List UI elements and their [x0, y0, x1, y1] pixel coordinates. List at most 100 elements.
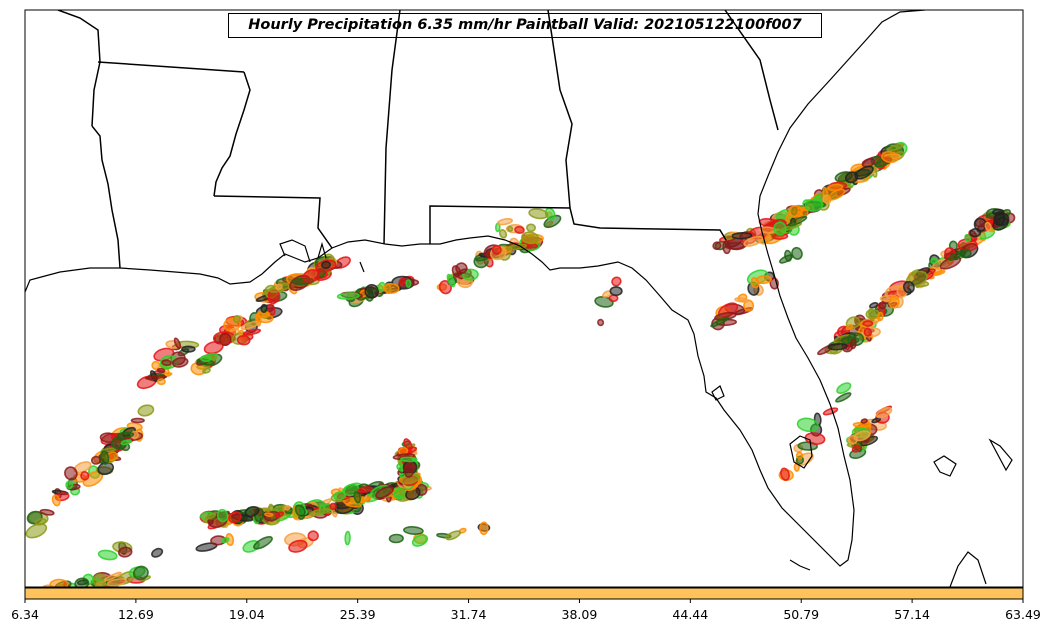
border-mississippi-river [57, 10, 251, 197]
precip-blob [804, 198, 824, 212]
precip-blob [731, 231, 753, 240]
precip-blob [947, 251, 964, 261]
precip-blob [151, 547, 164, 558]
precip-blob [411, 534, 429, 547]
cuba-coast [949, 551, 987, 587]
border-la-ms [213, 195, 333, 249]
precip-blob [49, 578, 69, 587]
precip-blob [795, 451, 804, 460]
precip-blob [104, 571, 122, 582]
precip-blob [329, 502, 337, 510]
precip-blob [216, 508, 229, 523]
precip-blob [156, 378, 166, 386]
precip-blob [260, 303, 268, 313]
precip-blob [288, 539, 308, 553]
tampa-bay [711, 385, 725, 401]
precip-blob [526, 223, 536, 233]
precip-blob [827, 188, 846, 201]
precip-blob [984, 221, 992, 232]
precip-blob [240, 320, 260, 331]
colorbar-ticks: 6.34 12.69 19.04 25.39 31.74 38.09 44.44 50.79 5… [11, 599, 1041, 622]
precip-blob [161, 359, 172, 367]
precip-blob [878, 301, 887, 310]
colorbar-tick-label: 57.14 [894, 607, 930, 622]
precip-blob [294, 504, 306, 518]
precip-blob [97, 549, 118, 561]
precip-blob [498, 229, 508, 239]
precip-blob [860, 418, 868, 424]
precip-blob [388, 533, 404, 544]
precip-blob [173, 337, 182, 350]
precip-blob [39, 508, 55, 516]
precip-blob [827, 342, 848, 351]
precip-blob [491, 244, 502, 255]
precip-blob [253, 536, 273, 550]
precip-blob [130, 417, 145, 424]
precip-blob [403, 526, 424, 535]
precip-blob [137, 404, 155, 417]
mobile-bay [317, 241, 327, 259]
precip-blob [964, 233, 972, 243]
colorbar-tick-label: 38.09 [562, 607, 598, 622]
precip-blob [307, 530, 319, 542]
lake-okeechobee [789, 435, 813, 469]
precip-blob [796, 417, 819, 433]
precip-blob [743, 235, 764, 247]
colorbar-tick-label: 6.34 [11, 607, 39, 622]
precip-blob [845, 324, 854, 331]
precip-blob [847, 434, 859, 445]
precip-blob [333, 491, 346, 501]
precip-blob [930, 257, 938, 265]
precip-blob [969, 227, 982, 238]
precip-blob [734, 297, 750, 303]
precip-blob [750, 276, 760, 289]
precip-blob [353, 491, 362, 504]
precip-blob [479, 521, 489, 536]
precip-blob [497, 217, 513, 226]
precip-blob [881, 150, 899, 164]
precip-blob [862, 320, 874, 327]
colorbar-tick-label: 31.74 [451, 607, 487, 622]
precip-blob [597, 318, 605, 327]
precipitation-paintball-layer [25, 141, 1016, 587]
colorbar [24, 587, 1024, 600]
precip-blob [106, 578, 127, 587]
precip-blob [507, 225, 514, 232]
precip-blob [232, 315, 241, 324]
precip-blob [875, 406, 893, 419]
state-borders [57, 10, 779, 269]
precip-blob [181, 345, 196, 353]
precip-blob [871, 417, 882, 424]
precip-blob [446, 273, 456, 288]
precip-blob [902, 280, 915, 294]
precip-blob [712, 241, 722, 251]
precip-blob [863, 327, 873, 337]
precip-blob [710, 316, 730, 328]
precip-blob [868, 307, 875, 322]
precip-blob [34, 518, 47, 526]
precip-blob [788, 205, 803, 218]
precip-blob [202, 367, 211, 374]
border-al-fl [429, 205, 727, 244]
precip-blob [403, 464, 415, 478]
bahamas-abaco [988, 438, 1013, 472]
precip-blob [364, 283, 380, 299]
border-ms-al [383, 10, 401, 245]
louisiana-delta [279, 239, 311, 263]
precip-blob [822, 407, 839, 416]
florida-keys [789, 559, 811, 571]
precip-blob [462, 268, 479, 281]
precip-blob [117, 546, 133, 558]
precip-blob [724, 241, 745, 250]
precip-blob [120, 439, 132, 446]
precip-blob [284, 505, 291, 511]
precip-blob [274, 511, 284, 519]
coastline [25, 10, 1013, 587]
map-border [24, 9, 1024, 588]
precip-blob [236, 334, 251, 346]
precip-blob [204, 512, 217, 520]
precip-blob [398, 277, 407, 285]
precip-blob [835, 392, 852, 403]
precip-blob [132, 565, 149, 581]
precip-blob [200, 354, 212, 363]
